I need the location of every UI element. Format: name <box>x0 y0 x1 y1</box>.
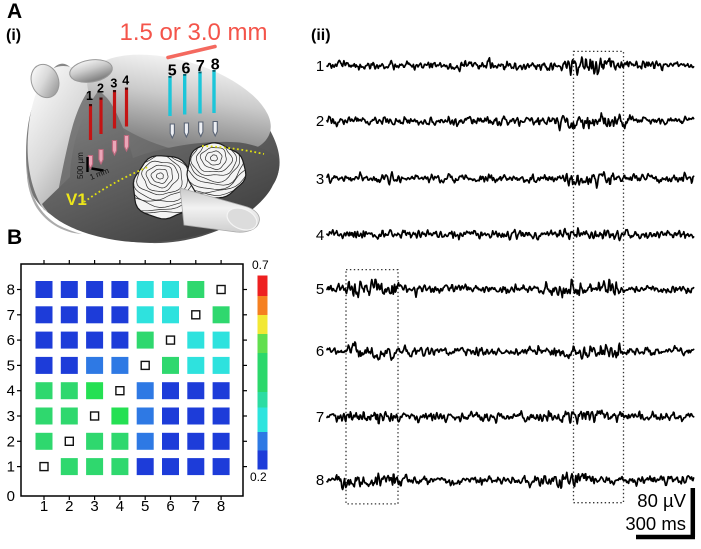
svg-text:3: 3 <box>7 408 15 425</box>
svg-text:1: 1 <box>316 58 324 75</box>
svg-text:6: 6 <box>316 343 324 360</box>
svg-text:3: 3 <box>110 76 117 90</box>
svg-text:0: 0 <box>7 488 15 505</box>
svg-text:8: 8 <box>217 498 225 515</box>
svg-text:80 µV: 80 µV <box>637 490 686 511</box>
svg-text:2: 2 <box>97 82 104 96</box>
svg-text:0.7: 0.7 <box>252 258 269 272</box>
svg-text:4: 4 <box>316 227 324 244</box>
svg-text:6: 6 <box>7 332 15 349</box>
svg-text:3: 3 <box>316 171 324 188</box>
svg-text:8: 8 <box>211 57 220 74</box>
svg-text:4: 4 <box>116 498 124 515</box>
svg-text:1: 1 <box>86 89 93 103</box>
svg-text:6: 6 <box>166 498 174 515</box>
svg-text:(ii): (ii) <box>311 27 331 44</box>
svg-text:3: 3 <box>90 498 98 515</box>
svg-text:0.2: 0.2 <box>250 470 267 484</box>
svg-text:5: 5 <box>316 281 324 298</box>
svg-text:7: 7 <box>192 498 200 515</box>
svg-text:5: 5 <box>7 357 15 374</box>
svg-text:2: 2 <box>316 113 324 130</box>
svg-text:300 ms: 300 ms <box>625 513 686 534</box>
svg-text:A: A <box>7 0 22 23</box>
svg-text:5: 5 <box>141 498 149 515</box>
svg-text:4: 4 <box>7 383 15 400</box>
svg-text:4: 4 <box>122 73 129 87</box>
svg-text:8: 8 <box>316 472 324 489</box>
svg-text:7: 7 <box>196 58 205 75</box>
svg-text:6: 6 <box>182 61 191 78</box>
svg-text:8: 8 <box>7 282 15 299</box>
svg-text:2: 2 <box>65 498 73 515</box>
svg-text:1: 1 <box>40 498 48 515</box>
svg-text:2: 2 <box>7 433 15 450</box>
svg-text:5: 5 <box>168 63 177 80</box>
svg-text:1.5 or 3.0 mm: 1.5 or 3.0 mm <box>119 19 267 46</box>
svg-text:(i): (i) <box>6 27 21 44</box>
svg-text:V1: V1 <box>66 190 87 209</box>
svg-text:7: 7 <box>316 409 324 426</box>
svg-text:7: 7 <box>7 307 15 324</box>
svg-text:500 µm: 500 µm <box>76 152 85 179</box>
svg-text:B: B <box>7 226 22 249</box>
svg-text:1: 1 <box>7 459 15 476</box>
